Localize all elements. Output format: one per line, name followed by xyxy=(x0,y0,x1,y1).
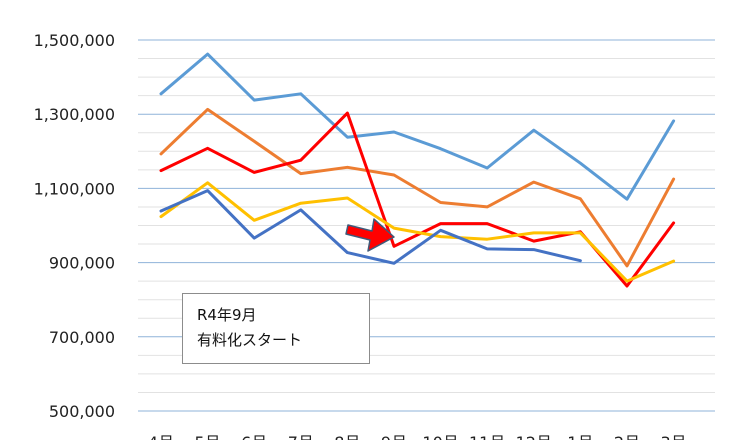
x-tick-label: 10月 xyxy=(422,433,458,440)
annotation-arrow xyxy=(345,218,395,252)
x-tick-label: 5月 xyxy=(195,433,221,440)
series-line-1 xyxy=(159,52,676,201)
y-tick-label: 1,500,000 xyxy=(34,31,115,50)
annotation-line-2: 有料化スタート xyxy=(197,331,303,349)
x-tick-label: 12月 xyxy=(516,433,552,440)
x-tick-label: 9月 xyxy=(381,433,407,440)
x-tick-label: 8月 xyxy=(334,433,360,440)
x-tick-label: 11月 xyxy=(469,433,505,440)
x-axis-ticks: 4月 5月 6月 7月 8月 9月 10月 11月 12月 1月 2月 3月 xyxy=(148,433,687,440)
series-line-2 xyxy=(159,107,676,268)
series-lines xyxy=(159,52,676,288)
y-tick-label: 500,000 xyxy=(49,402,115,421)
y-tick-label: 1,300,000 xyxy=(34,105,115,124)
arrow-icon xyxy=(345,218,395,252)
x-tick-label: 3月 xyxy=(661,433,687,440)
x-tick-label: 2月 xyxy=(614,433,640,440)
annotation-box: R4年9月 有料化スタート xyxy=(182,293,370,364)
y-axis-ticks: 1,500,000 1,300,000 1,100,000 900,000 700,00… xyxy=(34,31,115,421)
annotation-line-1: R4年9月 xyxy=(197,306,257,324)
x-tick-label: 4月 xyxy=(148,433,174,440)
x-tick-label: 1月 xyxy=(567,433,593,440)
y-tick-label: 700,000 xyxy=(49,328,115,347)
x-tick-label: 7月 xyxy=(288,433,314,440)
y-tick-label: 900,000 xyxy=(49,254,115,273)
series-line-5 xyxy=(159,189,582,265)
series-line-4 xyxy=(159,181,676,283)
y-tick-label: 1,100,000 xyxy=(34,179,115,198)
x-tick-label: 6月 xyxy=(241,433,267,440)
